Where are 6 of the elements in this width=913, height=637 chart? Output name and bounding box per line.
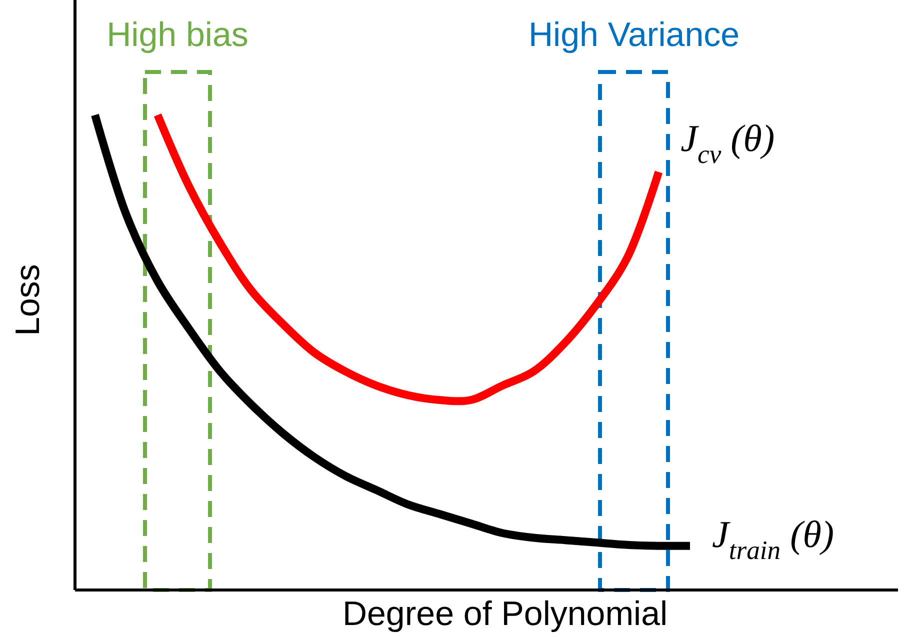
x-axis-title: Degree of Polynomial bbox=[342, 594, 668, 633]
y-axis-title: Loss bbox=[8, 264, 47, 336]
series-label: J$_{train}$(θ) bbox=[712, 514, 834, 565]
text: High Variance bbox=[528, 16, 740, 54]
text: High bias bbox=[106, 16, 248, 54]
series-label: J$_{cv}$(θ) bbox=[680, 118, 775, 170]
